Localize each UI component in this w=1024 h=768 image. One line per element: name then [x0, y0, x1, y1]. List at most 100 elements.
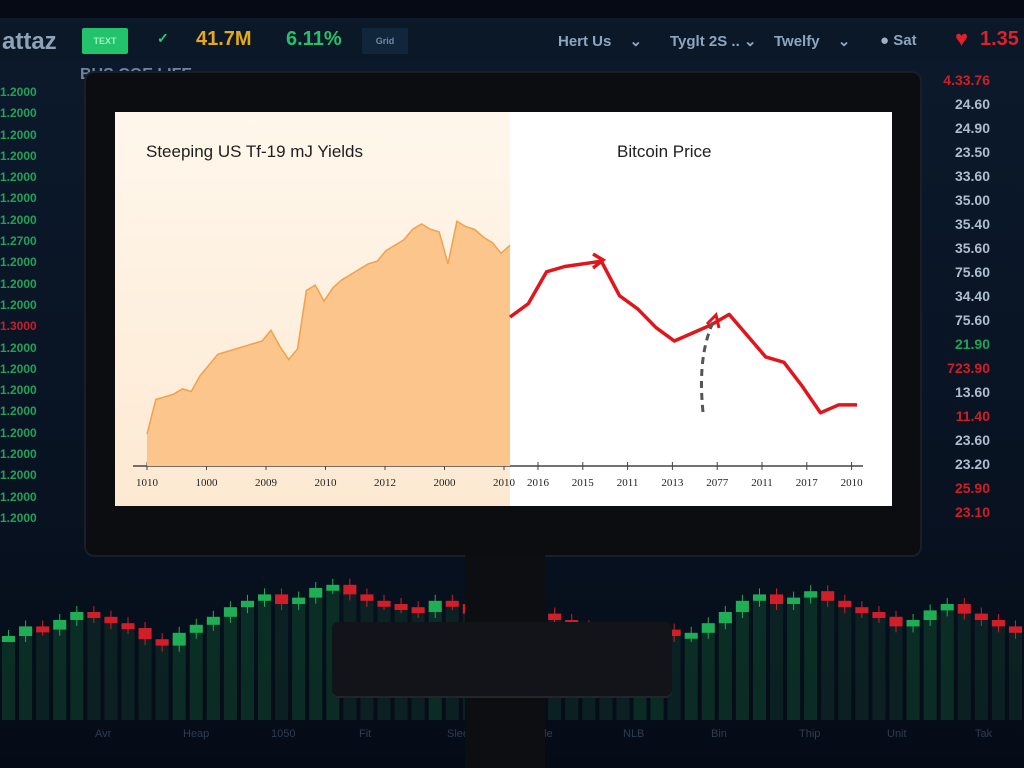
background-axis-label: Avr: [95, 728, 112, 740]
volume-bar: [104, 622, 118, 720]
volume-bar: [804, 597, 818, 720]
monitor-stand-base: [332, 622, 672, 696]
volume-bar: [906, 626, 920, 720]
ticker-value: 1.2000: [0, 297, 37, 312]
ticker-value: 24.60: [954, 96, 990, 112]
volume-bar: [701, 629, 715, 720]
candle: [189, 624, 203, 633]
volume-bar: [872, 618, 886, 720]
candle: [87, 612, 101, 618]
candle: [940, 604, 954, 611]
volume-bar: [923, 616, 937, 720]
x-tick-label: 2011: [617, 477, 639, 489]
candle: [104, 616, 118, 624]
volume-bar: [275, 600, 289, 720]
bitcoin-chart-title: Bitcoin Price: [617, 142, 712, 161]
candle: [804, 591, 818, 598]
yields-line: [146, 220, 511, 435]
top-toolbar: attaz TEXT ✓ 41.7M 6.11% Grid Hert Us ⌄ …: [0, 22, 1024, 60]
chart-canvas: 1010 1000 2009 2010 2012 2000 2010 2016 2015 2011…: [133, 220, 863, 489]
candle: [957, 604, 971, 614]
volume-bar: [121, 629, 135, 720]
candle: [923, 610, 937, 620]
volume-bar: [36, 632, 50, 720]
check-icon: ✓: [157, 30, 169, 46]
background-axis-label: Unit: [887, 728, 907, 740]
left-ticker-column: 1.2000 1.2000 1.2000 1.2000 1.2000 1.2000 1.20…: [0, 82, 60, 529]
ticker-value: 75.60: [954, 312, 990, 328]
volume-bar: [770, 600, 784, 720]
volume-bar: [821, 597, 835, 720]
dropdown-3[interactable]: Twelfy ⌄: [774, 33, 851, 50]
candle: [394, 604, 408, 610]
ticker-value: 1.2000: [0, 510, 37, 525]
volume-bar: [70, 618, 84, 720]
app-logo: attaz: [2, 28, 57, 55]
candle: [889, 616, 903, 627]
ticker-value: 1.2000: [0, 148, 37, 163]
volume-bar: [752, 600, 766, 720]
candle: [19, 626, 33, 636]
x-tick-label: 2010: [493, 477, 516, 489]
ticker-value: 35.40: [954, 216, 990, 232]
x-tick-label: 2015: [572, 477, 595, 489]
background-axis-label: Thip: [799, 728, 821, 740]
volume-bar: [223, 613, 237, 720]
candle: [701, 623, 715, 633]
ticker-value: 33.60: [954, 168, 990, 184]
x-tick-label: 2017: [796, 477, 819, 489]
grid-button[interactable]: Grid: [362, 28, 408, 54]
x-tick-label: 2010: [315, 477, 338, 489]
candle: [70, 612, 84, 620]
yields-chart-title: Steeping US Tf-19 mJ Yields: [146, 142, 364, 161]
candle: [275, 594, 289, 604]
change-value: 6.11%: [286, 28, 342, 50]
ticker-value: 1.2000: [0, 276, 37, 291]
x-tick-label: 2011: [751, 477, 773, 489]
background-axis-label: Tak: [975, 728, 993, 740]
ticker-value: 75.60: [954, 264, 990, 280]
candle: [906, 620, 920, 627]
volume-bar: [889, 622, 903, 720]
volume-bar: [735, 606, 749, 720]
ticker-value: 1.2000: [0, 404, 37, 419]
ticker-value: 1.2000: [0, 340, 37, 355]
volume-bar: [155, 645, 169, 720]
candle: [223, 607, 237, 617]
ticker-value: 11.40: [955, 408, 990, 424]
status-toggle[interactable]: ● Sat: [880, 32, 917, 49]
volume-bar: [172, 638, 186, 720]
ticker-value: 1.2000: [0, 468, 37, 483]
ticker-value: 34.40: [954, 288, 990, 304]
volume-value: 41.7M: [196, 28, 252, 50]
x-tick-label: 2009: [255, 477, 278, 489]
arrowhead-icon: [591, 252, 607, 270]
candle: [855, 607, 869, 614]
volume-bar: [206, 622, 220, 720]
volume-bar: [855, 613, 869, 720]
background-axis-label: NLB: [623, 728, 645, 740]
candle: [991, 620, 1005, 627]
candle: [138, 628, 152, 640]
candle: [326, 584, 340, 591]
favorites-value: 1.35: [980, 28, 1019, 50]
x-tick-label: 2016: [527, 477, 550, 489]
candle: [548, 613, 562, 620]
ticker-value: 35.00: [954, 192, 990, 208]
candle: [735, 600, 749, 612]
ticker-value: 1.2000: [0, 106, 37, 121]
dropdown-1[interactable]: Hert Us ⌄: [558, 33, 643, 50]
dropdown-2[interactable]: Tyglt 2S .. ⌄: [670, 33, 757, 50]
volume-bar: [718, 618, 732, 720]
bitcoin-line: [508, 259, 857, 415]
monitor-screen: Steeping US Tf-19 mJ Yields Bitcoin Pric…: [115, 112, 892, 506]
candle: [684, 632, 698, 639]
candle: [428, 600, 442, 612]
candle: [2, 636, 16, 642]
ticker-value: 25.90: [954, 480, 990, 496]
green-action-button[interactable]: TEXT: [82, 28, 128, 54]
volume-bar: [19, 632, 33, 720]
volume-bar: [87, 618, 101, 720]
chevron-down-icon: ⌄: [837, 33, 851, 50]
candle: [718, 612, 732, 624]
